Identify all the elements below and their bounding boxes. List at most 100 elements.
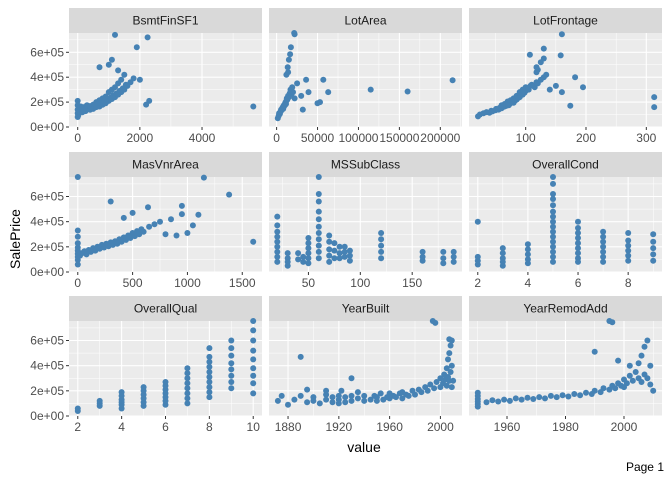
- facet-panel-overallcond: OverallCond 2 4 6 8: [469, 152, 662, 290]
- data-point: [499, 245, 506, 252]
- x-tick-label: 100: [516, 131, 536, 145]
- data-points: [274, 174, 457, 269]
- data-point: [298, 92, 305, 99]
- facet-title: OverallQual: [134, 302, 197, 316]
- data-point: [291, 95, 298, 102]
- data-point: [629, 377, 636, 384]
- data-point: [129, 209, 136, 216]
- data-point: [533, 64, 540, 71]
- y-axis-title: SalePrice: [7, 209, 23, 269]
- facet-strip: [69, 8, 262, 33]
- x-tick-label: 1000: [174, 276, 201, 290]
- x-tick-label: 1980: [552, 420, 579, 434]
- data-point: [250, 390, 257, 397]
- data-point: [575, 240, 581, 247]
- y-tick-label: 2e+05: [30, 240, 64, 254]
- data-point: [173, 232, 180, 239]
- data-point: [336, 243, 343, 250]
- panel-background: [69, 33, 262, 127]
- data-point: [315, 223, 322, 230]
- y-tick-label: 2e+05: [30, 384, 64, 398]
- data-point: [440, 255, 447, 262]
- x-tick-label: 200000: [420, 131, 460, 145]
- data-points: [74, 31, 257, 120]
- data-point: [501, 396, 508, 403]
- data-point: [120, 214, 127, 221]
- x-tick-label: 1920: [325, 420, 352, 434]
- data-point: [184, 230, 191, 236]
- data-point: [625, 230, 632, 236]
- data-point: [250, 103, 257, 110]
- data-point: [228, 385, 235, 392]
- data-point: [448, 362, 455, 369]
- data-point: [284, 255, 291, 262]
- facet-strip: [469, 152, 662, 177]
- data-point: [331, 247, 338, 254]
- data-point: [74, 174, 81, 180]
- facet-panel-masvnrarea: MasVnrArea 0 500 1000 1500: [69, 152, 262, 290]
- data-point: [189, 222, 196, 229]
- data-point: [305, 245, 312, 252]
- data-point: [575, 235, 581, 241]
- data-point: [310, 394, 317, 401]
- x-tick-label: 2000: [427, 420, 454, 434]
- data-point: [644, 337, 651, 344]
- data-point: [405, 392, 412, 399]
- x-tick-label: 100: [350, 276, 370, 290]
- data-point: [346, 252, 353, 259]
- data-point: [228, 379, 235, 385]
- data-point: [377, 390, 384, 397]
- data-point: [524, 256, 531, 263]
- facet-panel-lotarea: LotArea 0 50000 100000 150000 200000: [269, 8, 462, 145]
- data-point: [162, 379, 169, 385]
- data-point: [524, 251, 531, 258]
- panel-background: [469, 177, 662, 272]
- data-point: [499, 255, 506, 262]
- data-point: [433, 379, 440, 385]
- x-tick-label: 150000: [379, 131, 419, 145]
- data-point: [326, 246, 333, 253]
- x-axis-title: value: [347, 439, 381, 455]
- data-point: [348, 397, 355, 404]
- x-tick-label: 150: [402, 276, 422, 290]
- facet-panel-lotfrontage: LotFrontage 100 200 300: [469, 8, 662, 145]
- data-point: [136, 231, 143, 238]
- data-point: [178, 202, 185, 209]
- data-point: [326, 238, 333, 245]
- data-point: [274, 248, 281, 255]
- data-point: [600, 243, 607, 250]
- data-point: [550, 258, 556, 265]
- page-number: Page 1: [626, 460, 664, 474]
- data-point: [580, 84, 586, 91]
- data-point: [625, 252, 632, 259]
- data-point: [575, 225, 581, 231]
- data-point: [315, 198, 322, 205]
- data-point: [326, 232, 333, 239]
- data-point: [552, 82, 559, 89]
- y-tick-label: 0e+00: [30, 265, 64, 279]
- data-point: [285, 56, 292, 63]
- data-point: [418, 389, 425, 396]
- data-point: [540, 45, 547, 52]
- data-point: [342, 399, 349, 406]
- data-point: [450, 377, 457, 384]
- data-point: [228, 352, 235, 359]
- data-point: [446, 350, 453, 357]
- data-point: [651, 94, 658, 101]
- data-point: [305, 255, 312, 262]
- data-point: [331, 255, 338, 262]
- data-point: [336, 250, 343, 257]
- facet-title: BsmtFinSF1: [132, 14, 198, 28]
- data-point: [74, 97, 81, 104]
- data-point: [289, 84, 296, 91]
- data-point: [341, 253, 348, 260]
- x-tick-label: 2: [74, 420, 81, 434]
- data-point: [274, 228, 281, 235]
- x-tick-label: 0: [273, 131, 280, 145]
- facet-strip: [269, 8, 462, 33]
- data-point: [305, 240, 312, 247]
- data-point: [550, 223, 556, 230]
- data-points: [474, 174, 657, 269]
- data-point: [378, 248, 385, 255]
